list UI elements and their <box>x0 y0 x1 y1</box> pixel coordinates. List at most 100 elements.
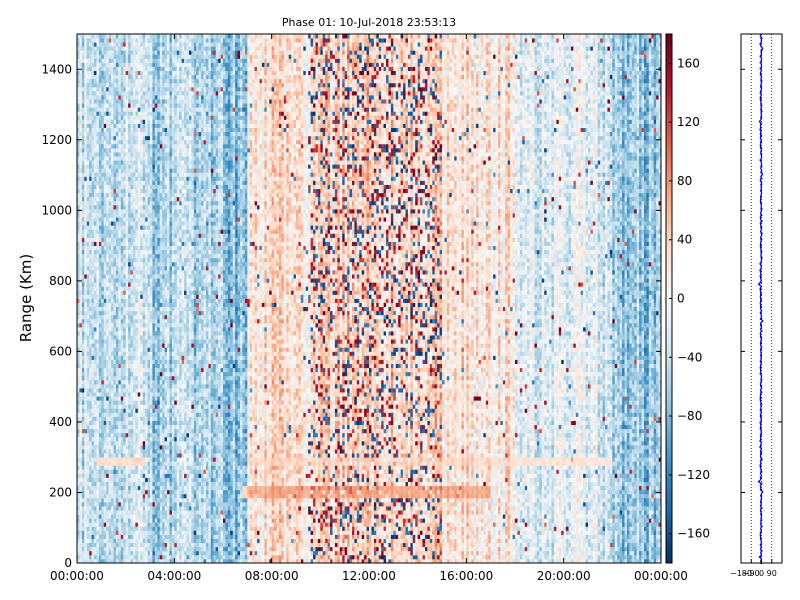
heatmap-cell <box>104 543 107 547</box>
heatmap-cell <box>79 372 82 376</box>
heatmap-cell <box>126 270 129 274</box>
heatmap-cell <box>123 535 126 539</box>
heatmap-cell <box>131 103 134 107</box>
heatmap-cell <box>128 250 131 254</box>
heatmap-cell <box>111 543 114 547</box>
heatmap-cell <box>123 274 126 278</box>
heatmap-cell <box>123 473 126 477</box>
heatmap-cell <box>94 75 97 79</box>
heatmap-cell <box>114 156 117 160</box>
heatmap-cell <box>114 339 117 343</box>
heatmap-cell <box>133 478 136 482</box>
heatmap-cell <box>140 453 143 457</box>
heatmap-cell <box>126 38 129 42</box>
heatmap-cell <box>150 510 153 514</box>
heatmap-cell <box>145 331 148 335</box>
heatmap-cell <box>101 457 104 461</box>
heatmap-cell <box>106 193 109 197</box>
heatmap-cell <box>145 189 148 193</box>
heatmap-cell <box>82 449 85 453</box>
heatmap-cell <box>165 115 168 119</box>
heatmap-cell <box>131 555 134 559</box>
heatmap-cell <box>92 91 95 95</box>
heatmap-cell <box>150 205 153 209</box>
heatmap-cell <box>106 197 109 201</box>
heatmap-cell <box>126 486 129 490</box>
heatmap-cell <box>160 274 163 278</box>
heatmap-cell <box>165 152 168 156</box>
heatmap-cell <box>121 384 124 388</box>
heatmap-cell <box>150 58 153 62</box>
heatmap-cell <box>79 482 82 486</box>
heatmap-cell <box>106 339 109 343</box>
heatmap-cell <box>155 136 158 140</box>
heatmap-cell <box>148 160 151 164</box>
heatmap-cell <box>104 465 107 469</box>
heatmap-cell <box>143 46 146 50</box>
heatmap-cell <box>155 376 158 380</box>
heatmap-cell <box>133 360 136 364</box>
heatmap-cell <box>133 115 136 119</box>
heatmap-cell <box>162 368 165 372</box>
heatmap-cell <box>116 518 119 522</box>
heatmap-cell <box>123 111 126 115</box>
heatmap-cell <box>155 189 158 193</box>
heatmap-cell <box>131 50 134 54</box>
heatmap-cell <box>140 103 143 107</box>
heatmap-cell <box>140 152 143 156</box>
heatmap-cell <box>104 124 107 128</box>
heatmap-cell <box>133 229 136 233</box>
heatmap-cell <box>106 136 109 140</box>
heatmap-cell <box>92 311 95 315</box>
heatmap-cell <box>143 168 146 172</box>
heatmap-cell <box>121 498 124 502</box>
heatmap-cell <box>135 482 138 486</box>
heatmap-cell <box>101 307 104 311</box>
heatmap-cell <box>84 221 87 225</box>
heatmap-cell <box>96 307 99 311</box>
heatmap-cell <box>104 229 107 233</box>
heatmap-cell <box>145 185 148 189</box>
heatmap-cell <box>133 469 136 473</box>
heatmap-cell <box>165 217 168 221</box>
heatmap-cell <box>89 132 92 136</box>
heatmap-cell <box>140 278 143 282</box>
heatmap-cell <box>169 331 172 335</box>
heatmap-cell <box>133 246 136 250</box>
heatmap-cell <box>135 290 138 294</box>
heatmap-cell <box>82 79 85 83</box>
heatmap-cell <box>148 83 151 87</box>
heatmap-cell <box>140 510 143 514</box>
heatmap-cell <box>106 172 109 176</box>
heatmap-cell <box>165 54 168 58</box>
heatmap-cell <box>87 270 90 274</box>
heatmap-cell <box>167 482 170 486</box>
heatmap-cell <box>135 437 138 441</box>
heatmap-cell <box>87 156 90 160</box>
heatmap-cell <box>114 99 117 103</box>
heatmap-cell <box>89 282 92 286</box>
heatmap-cell <box>109 144 112 148</box>
heatmap-cell <box>143 364 146 368</box>
heatmap-cell <box>128 87 131 91</box>
heatmap-cell <box>126 282 129 286</box>
heatmap-cell <box>99 551 102 555</box>
heatmap-cell <box>167 388 170 392</box>
heatmap-cell <box>116 217 119 221</box>
heatmap-cell <box>96 360 99 364</box>
heatmap-cell <box>131 364 134 368</box>
heatmap-cell <box>133 449 136 453</box>
heatmap-cell <box>140 128 143 132</box>
heatmap-cell <box>133 303 136 307</box>
heatmap-cell <box>143 221 146 225</box>
heatmap-cell <box>126 201 129 205</box>
heatmap-cell <box>135 421 138 425</box>
heatmap-cell <box>167 152 170 156</box>
heatmap-cell <box>84 209 87 213</box>
heatmap-cell <box>104 502 107 506</box>
heatmap-cell <box>111 388 114 392</box>
heatmap-cell <box>111 518 114 522</box>
heatmap-cell <box>92 254 95 258</box>
heatmap-cell <box>148 449 151 453</box>
heatmap-cell <box>96 473 99 477</box>
